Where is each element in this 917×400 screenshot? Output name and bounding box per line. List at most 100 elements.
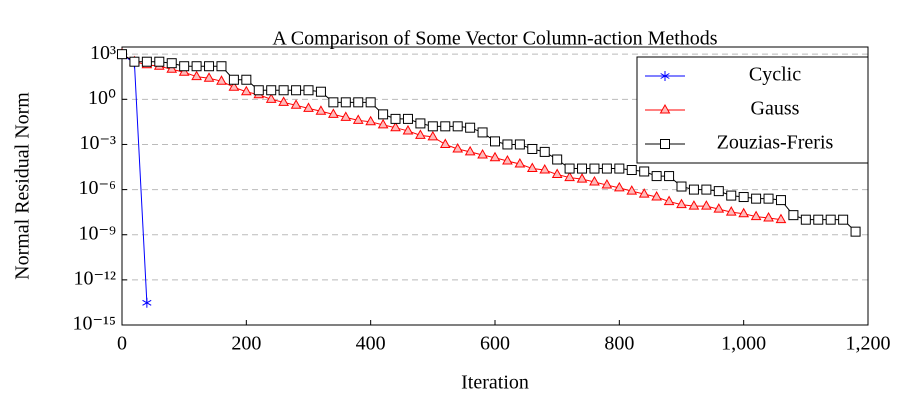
marker — [738, 207, 750, 218]
marker — [775, 213, 787, 224]
marker — [340, 111, 352, 121]
y-tick-label: 10⁻³ — [79, 132, 116, 154]
x-axis-label: Iteration — [461, 372, 529, 394]
marker — [527, 143, 538, 154]
y-tick-label: 10⁻⁶ — [78, 177, 116, 199]
marker — [303, 85, 314, 96]
marker — [228, 81, 240, 91]
marker — [813, 214, 824, 225]
marker — [440, 121, 451, 132]
marker — [676, 181, 687, 192]
marker — [390, 121, 401, 132]
legend-label: Cyclic — [749, 64, 801, 86]
marker — [688, 200, 700, 210]
y-tick-label: 10⁻¹⁵ — [72, 313, 116, 335]
marker — [353, 97, 364, 108]
marker — [726, 190, 737, 201]
marker — [179, 61, 190, 72]
marker — [278, 85, 289, 96]
marker — [265, 93, 277, 103]
marker — [526, 162, 538, 173]
marker — [788, 210, 799, 221]
y-tick-label: 10⁰ — [88, 87, 116, 109]
marker — [253, 85, 264, 96]
marker — [489, 151, 501, 162]
marker — [365, 97, 376, 108]
x-tick-label: 1,200 — [846, 333, 891, 355]
marker — [290, 99, 302, 109]
marker — [601, 163, 612, 174]
marker — [551, 168, 563, 179]
marker — [154, 56, 165, 67]
legend-marker — [660, 139, 670, 149]
y-tick-label: 10⁻¹² — [73, 267, 116, 289]
marker — [651, 171, 662, 182]
marker — [464, 145, 476, 156]
marker — [377, 118, 389, 129]
marker — [850, 226, 861, 237]
marker — [129, 56, 140, 67]
marker — [701, 200, 712, 210]
marker — [589, 175, 600, 186]
marker — [278, 96, 289, 106]
marker — [626, 185, 638, 195]
marker — [203, 72, 215, 82]
marker — [228, 74, 239, 85]
marker — [576, 173, 588, 183]
marker — [763, 193, 774, 204]
marker — [626, 165, 637, 176]
marker — [825, 214, 836, 225]
marker — [427, 130, 439, 141]
marker — [613, 181, 625, 192]
marker — [577, 163, 588, 174]
marker — [514, 158, 526, 168]
legend-marker — [659, 103, 671, 114]
marker — [241, 74, 252, 85]
marker — [328, 108, 339, 118]
chart-title: A Comparison of Some Vector Column-actio… — [272, 28, 717, 50]
series-line — [121, 53, 148, 303]
marker — [352, 114, 364, 124]
marker — [651, 191, 662, 201]
marker — [166, 58, 177, 69]
marker — [452, 142, 464, 153]
marker — [340, 97, 351, 108]
marker — [328, 97, 339, 108]
marker — [490, 136, 500, 147]
marker — [676, 198, 687, 209]
marker — [638, 188, 650, 198]
marker — [713, 186, 724, 197]
marker — [800, 214, 811, 225]
marker — [390, 113, 401, 124]
marker — [291, 85, 302, 96]
legend-label: Zouzias-Freris — [717, 132, 834, 154]
x-tick-label: 1,000 — [721, 333, 766, 355]
marker — [315, 86, 326, 97]
x-tick-label: 200 — [231, 333, 261, 355]
x-tick-label: 0 — [117, 333, 127, 355]
marker — [402, 113, 413, 124]
y-axis-label: Normal Residual Norm — [12, 92, 34, 280]
marker — [725, 206, 737, 216]
marker — [303, 102, 314, 112]
marker — [216, 75, 227, 85]
marker — [763, 211, 774, 222]
marker — [514, 139, 525, 150]
y-tick-label: 10⁻⁹ — [78, 222, 116, 244]
marker — [402, 124, 414, 135]
marker — [216, 61, 227, 72]
marker — [142, 297, 152, 308]
marker — [601, 179, 613, 189]
marker — [315, 105, 327, 115]
marker — [539, 163, 551, 174]
marker — [663, 195, 675, 206]
y-tick-label: 10³ — [90, 42, 116, 64]
marker — [750, 210, 762, 221]
marker — [838, 214, 849, 225]
marker — [738, 192, 749, 203]
plot-frame — [121, 46, 869, 326]
marker — [465, 122, 476, 133]
marker — [191, 61, 202, 72]
marker — [751, 193, 762, 204]
